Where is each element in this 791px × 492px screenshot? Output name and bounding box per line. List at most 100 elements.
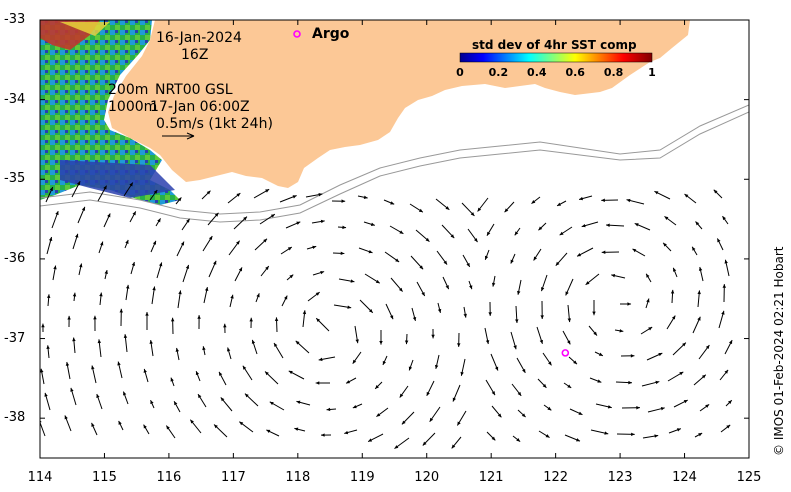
current-arrowhead — [131, 261, 136, 266]
current-arrowhead — [48, 237, 53, 241]
current-arrowhead — [634, 223, 639, 227]
current-arrowhead — [557, 202, 562, 206]
current-arrowhead — [344, 430, 349, 435]
current-arrowhead — [724, 369, 729, 374]
current-arrowhead — [312, 245, 317, 250]
date-label: 16-Jan-2024 — [156, 30, 242, 46]
current-arrowhead — [728, 340, 733, 345]
current-arrowhead — [274, 342, 278, 347]
current-arrowhead — [197, 315, 201, 319]
current-arrowhead — [504, 208, 509, 213]
current-arrowhead — [540, 287, 545, 292]
current-arrowhead — [214, 212, 219, 217]
current-arrowhead — [170, 317, 175, 322]
current-arrowhead — [342, 225, 347, 230]
current-arrowhead — [713, 189, 718, 194]
y-tick-label: -36 — [4, 250, 26, 266]
current-arrowhead — [728, 400, 732, 404]
y-tick-label: -38 — [4, 410, 26, 426]
depth-1000-label: 1000m — [108, 99, 158, 115]
current-arrowhead — [249, 317, 253, 322]
current-arrowhead — [581, 223, 586, 228]
current-arrowhead — [705, 345, 710, 350]
current-arrowhead — [177, 197, 182, 202]
current-arrowhead — [632, 248, 637, 253]
current-arrowhead — [601, 198, 605, 203]
x-tick-label: 125 — [736, 470, 762, 485]
current-arrowhead — [726, 424, 731, 429]
y-tick-label: -34 — [4, 91, 26, 107]
current-arrowhead — [91, 422, 95, 427]
current-arrowhead — [284, 295, 288, 300]
current-arrowhead — [533, 256, 538, 261]
current-arrowhead — [491, 391, 496, 396]
current-arrowhead — [705, 404, 710, 408]
current-arrowhead — [320, 219, 325, 224]
current-arrowhead — [426, 391, 430, 396]
current-arrowhead — [425, 237, 430, 242]
current-arrowhead — [152, 286, 156, 291]
analysis-time-label: 17-Jan 06:00Z — [150, 99, 250, 115]
current-arrowhead — [626, 198, 631, 203]
current-arrows — [40, 181, 733, 450]
argo-float-marker — [561, 349, 570, 357]
current-arrowhead — [270, 214, 275, 218]
current-arrowhead — [539, 339, 544, 344]
current-arrowhead — [604, 431, 609, 435]
credit-text: © IMOS 01-Feb-2024 02:21 Hobart — [772, 246, 786, 456]
current-arrowhead — [326, 407, 331, 412]
current-arrowhead — [190, 419, 194, 424]
current-arrowhead — [717, 238, 721, 243]
isobath-1000m — [40, 111, 749, 223]
x-tick-label: 118 — [285, 470, 311, 485]
current-arrowhead — [65, 361, 70, 366]
argo-floats — [561, 349, 570, 357]
current-arrowhead — [578, 411, 583, 415]
current-arrowhead — [125, 284, 130, 289]
current-arrowhead — [315, 381, 320, 385]
current-arrowhead — [375, 279, 380, 284]
current-arrowhead — [516, 438, 521, 442]
current-arrowhead — [522, 368, 526, 373]
current-arrowhead — [597, 379, 602, 383]
current-arrowhead — [76, 181, 81, 186]
colorbar-tick-label: 0.2 — [488, 66, 509, 79]
current-arrowhead — [132, 211, 136, 216]
current-arrowhead — [363, 195, 368, 199]
current-arrowhead — [152, 240, 157, 245]
current-arrowhead — [631, 432, 635, 437]
current-arrowhead — [346, 380, 351, 384]
current-arrowhead — [538, 226, 543, 231]
current-arrowhead — [611, 273, 616, 278]
current-arrowhead — [445, 285, 449, 290]
current-arrowhead — [119, 308, 123, 313]
current-arrowhead — [664, 216, 669, 220]
current-arrowhead — [157, 218, 161, 223]
current-arrowhead — [488, 312, 492, 316]
colorbar-title: std dev of 4hr SST comp — [472, 38, 637, 52]
current-arrowhead — [598, 352, 603, 356]
current-arrowhead — [226, 347, 231, 352]
colorbar-tick-label: 0 — [456, 66, 464, 79]
current-arrowhead — [628, 380, 632, 385]
current-arrowhead — [724, 259, 728, 264]
current-arrowhead — [315, 292, 320, 296]
current-arrowhead — [517, 391, 522, 396]
argo-legend-marker — [293, 30, 301, 38]
current-arrowhead — [321, 433, 325, 437]
current-arrowhead — [99, 292, 103, 297]
current-arrowhead — [72, 337, 76, 342]
current-arrowhead — [129, 182, 133, 187]
x-tick-label: 121 — [478, 470, 504, 485]
current-arrowhead — [547, 406, 552, 411]
current-arrowhead — [150, 400, 154, 405]
sst-yellow-patch — [60, 22, 110, 36]
current-arrowhead — [214, 424, 218, 429]
x-tick-label: 119 — [349, 470, 375, 485]
current-arrowhead — [213, 260, 217, 265]
x-tick-label: 122 — [543, 470, 569, 485]
current-arrowhead — [379, 340, 383, 345]
current-arrowhead — [265, 189, 270, 193]
current-arrowhead — [100, 241, 104, 246]
current-arrowhead — [517, 290, 521, 295]
